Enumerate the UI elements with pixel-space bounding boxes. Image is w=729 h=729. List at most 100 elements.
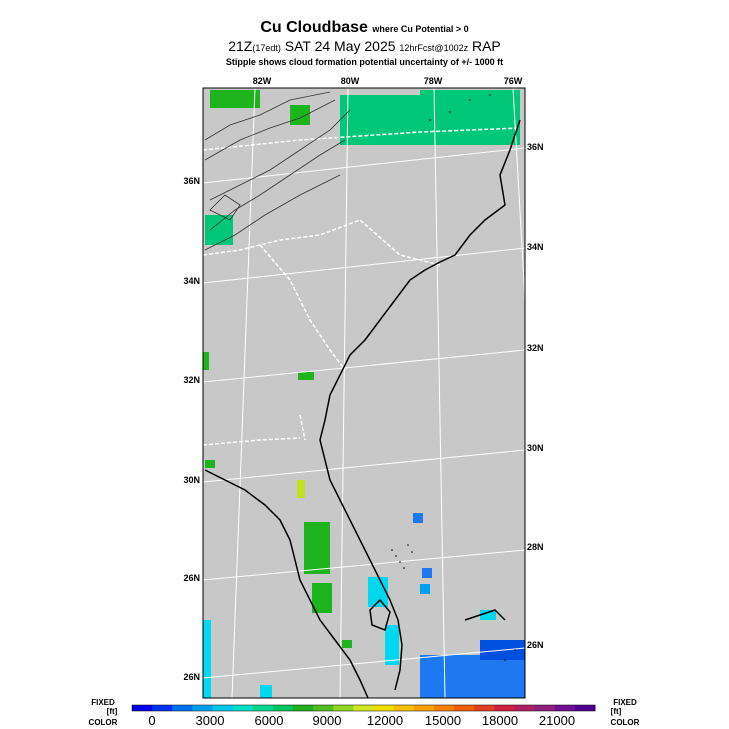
model-name: RAP — [471, 38, 501, 54]
contour-1 — [204, 91, 331, 141]
lat-label-left-30n: 30N — [183, 475, 200, 485]
colorbar-tick-21000: 21000 — [539, 713, 575, 728]
colorbar-swatch — [413, 705, 435, 711]
colorbar-swatch — [514, 705, 536, 711]
unit-label-left: [ft] — [107, 707, 118, 716]
colorbar-swatch — [433, 705, 455, 711]
stipple-dot — [514, 649, 516, 651]
colorbar-swatch — [132, 705, 153, 711]
colorbar-swatch — [534, 705, 556, 711]
colorbar-swatch — [454, 705, 475, 711]
lat-label-right-26n: 26N — [527, 640, 544, 650]
colorbar-tick-3000: 3000 — [196, 713, 225, 728]
colorbar-fixed-right: FIXED [ft] COLOR — [611, 698, 640, 727]
cell-blue1 — [413, 513, 423, 523]
lat-label-left-28n: 26N — [183, 573, 200, 583]
colorbar-swatch — [313, 705, 334, 711]
fixed-label-left: FIXED — [91, 698, 115, 707]
cell-fl-cyan2 — [385, 625, 399, 665]
meridian-80w — [339, 87, 349, 699]
valid-time-line: 21Z(17edt) SAT 24 May 2025 12hrFcst@1002… — [0, 38, 729, 54]
stipple-dot — [407, 544, 409, 546]
valid-time-local: (17edt) — [252, 43, 281, 53]
border-ga-sc — [259, 244, 346, 371]
colorbar-swatch — [272, 705, 294, 711]
lat-label-right-28n: 28N — [527, 542, 544, 552]
colorbar-swatch — [293, 705, 314, 711]
border-va-nc — [202, 127, 521, 151]
border-ga-fl — [202, 437, 301, 446]
colorbar-ticks: 0 3000 6000 9000 12000 15000 18000 21000 — [148, 713, 575, 728]
contour-4 — [209, 139, 346, 231]
colorbar-tick-0: 0 — [148, 713, 155, 728]
forecast-info: 12hrFcst@1002z — [399, 43, 469, 53]
cell-sw2 — [260, 685, 272, 698]
contour-2 — [204, 99, 336, 161]
stipple-dot — [403, 567, 405, 569]
colorbar-tick-18000: 18000 — [482, 713, 518, 728]
stipple — [391, 94, 516, 661]
lat-label-left-32n: 32N — [183, 375, 200, 385]
map-background — [203, 88, 525, 698]
stipple-dot — [449, 111, 451, 113]
unit-label-right: [ft] — [611, 707, 622, 716]
stipple-dot — [469, 99, 471, 101]
stipple-dot — [429, 119, 431, 121]
parallel-28n — [202, 549, 526, 581]
cell-region-nc — [290, 105, 310, 125]
lon-label-78w: 78W — [424, 76, 443, 86]
cell-region-w — [205, 215, 233, 245]
lon-label-80w: 80W — [341, 76, 360, 86]
colorbar-frame — [131, 704, 596, 712]
parallel-32n — [202, 349, 526, 383]
colorbar-swatch — [474, 705, 495, 711]
colorbar-tick-15000: 15000 — [425, 713, 461, 728]
colorbar-swatch — [373, 705, 395, 711]
cell-fl-pan — [205, 460, 215, 468]
lat-label-left-34n: 34N — [183, 276, 200, 286]
valid-time: 21Z — [228, 38, 253, 54]
lat-label-right-30n: 30N — [527, 443, 544, 453]
cell-west-edge — [203, 352, 209, 370]
chart-title: Cu Cloudbase where Cu Potential > 0 — [0, 19, 729, 37]
colorbar-swatch — [353, 705, 375, 711]
cell-cyan-se — [480, 610, 496, 620]
lon-label-76w: 76W — [504, 76, 523, 86]
valid-date: SAT 24 May 2025 — [284, 38, 396, 54]
lake-okeechobee — [369, 598, 391, 631]
colorbar-swatch — [192, 705, 214, 711]
parallel-36n — [202, 147, 526, 184]
coast-keys — [464, 609, 506, 621]
color-label-right: COLOR — [611, 718, 640, 727]
contour-5 — [209, 194, 241, 221]
cell-fl-green3 — [342, 640, 352, 648]
colorbar-swatch — [574, 705, 596, 711]
subtitle: Stipple shows cloud formation potential … — [225, 57, 504, 67]
cell-blue2 — [422, 568, 432, 578]
stipple-dot — [489, 94, 491, 96]
cell-fl-green — [304, 522, 330, 574]
stipple-dot — [411, 551, 413, 553]
terrain-contours — [204, 91, 351, 251]
border-fl-ga2 — [299, 414, 306, 441]
colorbar-tick-6000: 6000 — [255, 713, 284, 728]
meridian-82w — [231, 87, 256, 699]
lat-label-right-32n: 32N — [527, 343, 544, 353]
colorbar-swatch — [494, 705, 515, 711]
cell-sw-edge — [203, 620, 211, 698]
coast-gulf — [204, 469, 369, 699]
parallel-34n — [202, 247, 526, 284]
stipple-dot — [395, 555, 397, 557]
colorbar-swatch — [212, 705, 234, 711]
map-frame — [202, 87, 526, 699]
cell-ga1 — [298, 372, 314, 380]
colorbar-tick-12000: 12000 — [367, 713, 403, 728]
color-label-left: COLOR — [89, 718, 118, 727]
fixed-label-right: FIXED — [613, 698, 637, 707]
colorbar-swatch — [152, 705, 173, 711]
coast-east — [319, 119, 521, 691]
colorbar-swatch — [232, 705, 254, 711]
cell-blue-se — [420, 655, 525, 698]
state-borders — [202, 127, 521, 446]
